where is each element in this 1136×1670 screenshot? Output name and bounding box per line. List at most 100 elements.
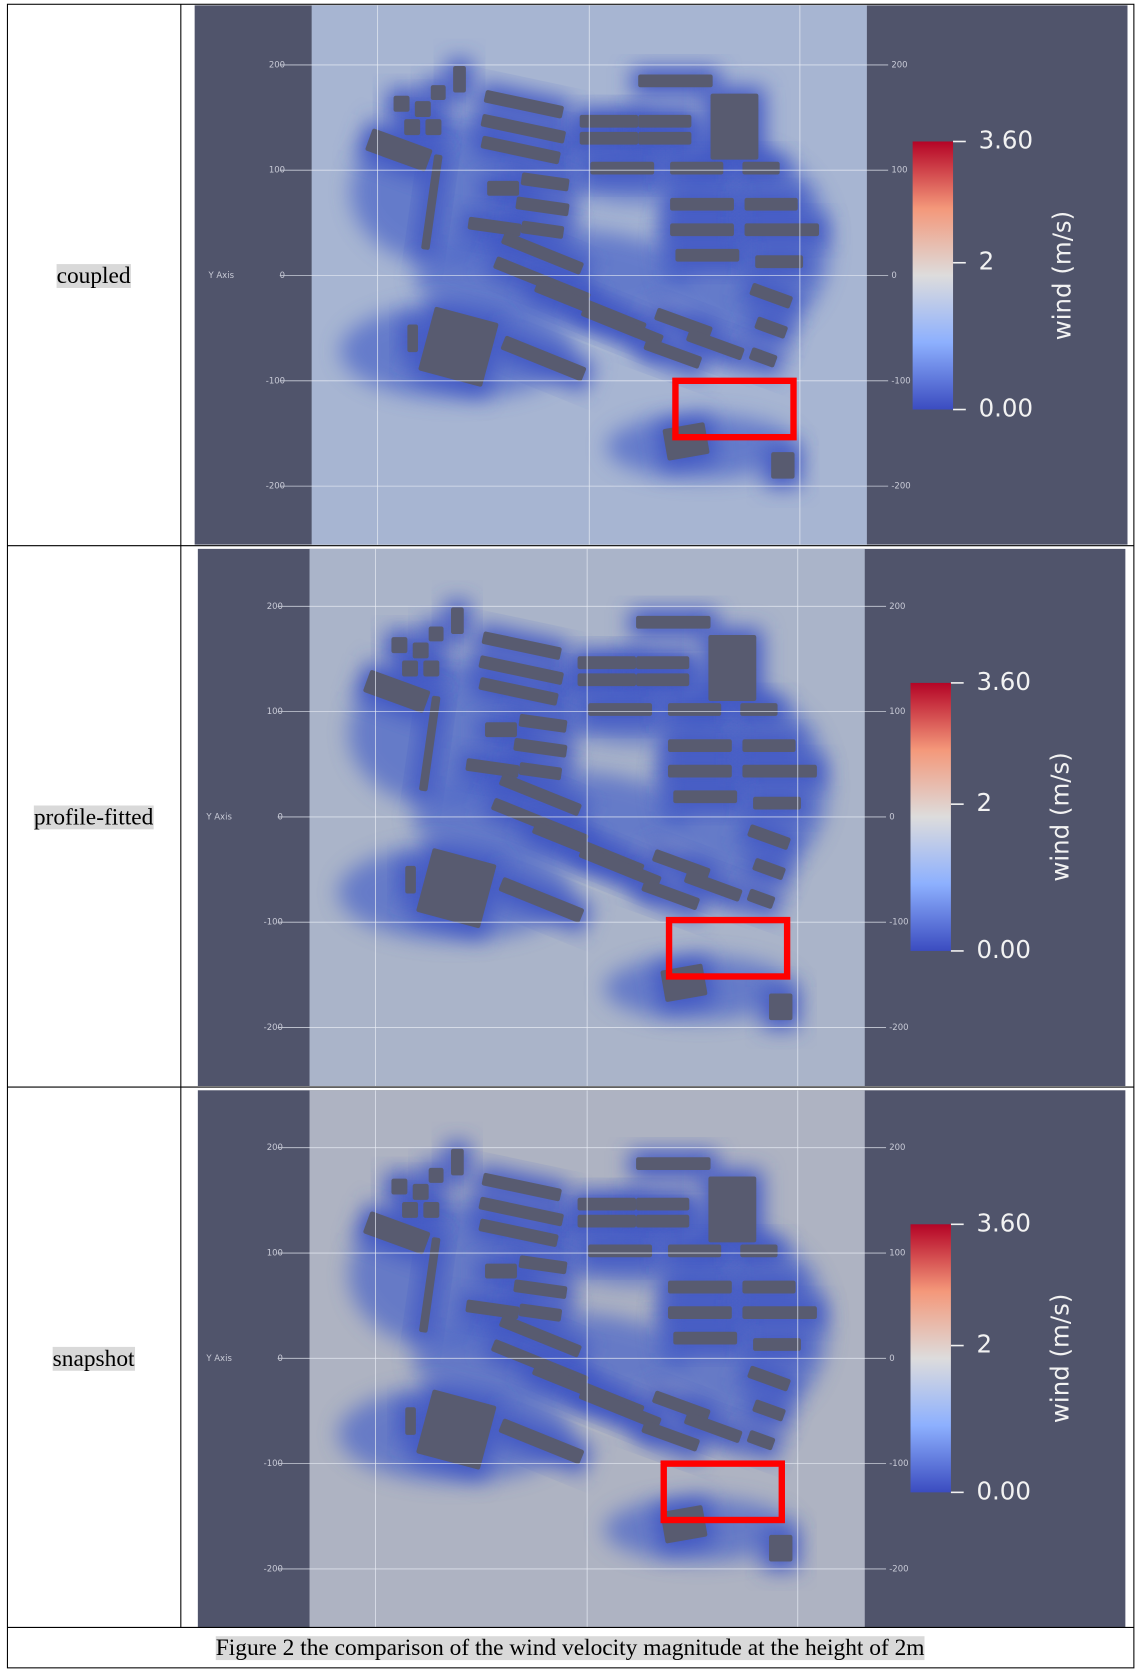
y-tick-label: 0 (891, 271, 896, 281)
building (670, 198, 734, 211)
axis-label: Y Axis (205, 1354, 232, 1364)
y-tick-label: 200 (267, 1143, 283, 1153)
y-tick-label: 0 (278, 1354, 283, 1364)
row-label: snapshot (53, 1346, 135, 1372)
y-tick-label: 100 (889, 707, 905, 717)
building (742, 1306, 816, 1319)
building (578, 673, 637, 686)
y-tick-label: 200 (891, 60, 907, 70)
building (402, 661, 418, 677)
building (636, 616, 710, 629)
building (590, 162, 654, 175)
building (425, 119, 441, 135)
row-label: profile-fitted (34, 804, 154, 830)
colorbar-label: 3.60 (976, 1208, 1030, 1237)
building (405, 866, 416, 894)
building (423, 661, 439, 677)
colorbar-label: 0.00 (976, 935, 1030, 964)
building (429, 627, 444, 642)
building (673, 1332, 737, 1345)
axis-label: Y Axis (207, 271, 234, 281)
building (638, 74, 712, 87)
building (670, 162, 723, 175)
building (451, 1149, 464, 1176)
y-tick-label: -200 (264, 1564, 283, 1574)
building (668, 1281, 732, 1294)
y-tick-label: -100 (266, 376, 285, 386)
building (588, 703, 652, 716)
y-tick-label: 200 (889, 1143, 905, 1153)
colorbar-label: 0.00 (979, 394, 1033, 423)
building (580, 132, 639, 145)
building (711, 94, 759, 160)
building (740, 703, 777, 716)
building (394, 96, 410, 112)
building (402, 1202, 418, 1218)
building (668, 1306, 732, 1319)
colorbar-label: 3.60 (976, 667, 1030, 696)
building (485, 1264, 517, 1279)
building (588, 1245, 652, 1258)
building (708, 1176, 756, 1242)
colorbar-label: 2 (979, 247, 995, 276)
building (413, 642, 429, 658)
panels: 2001000-100-2002001000-100-200Y Axis3.60… (195, 5, 1128, 1627)
building (742, 739, 795, 752)
y-tick-label: -200 (891, 482, 910, 492)
building (670, 223, 734, 236)
building (742, 162, 779, 175)
colorbar-title: wind (m/s) (1046, 752, 1075, 881)
building (745, 223, 819, 236)
axis-label: Y Axis (205, 812, 232, 822)
building (636, 1157, 710, 1170)
building (753, 1338, 801, 1351)
building (413, 1184, 429, 1200)
building (769, 993, 792, 1020)
y-tick-label: -200 (264, 1023, 283, 1033)
building (415, 101, 431, 117)
y-tick-label: 0 (280, 271, 285, 281)
building (429, 1168, 444, 1183)
building (578, 1198, 637, 1211)
colorbar (913, 141, 953, 409)
colorbar (911, 683, 951, 951)
building (742, 765, 816, 778)
building (675, 249, 739, 262)
building (668, 703, 721, 716)
colorbar-label: 3.60 (979, 125, 1033, 154)
building (453, 66, 466, 93)
building (668, 739, 732, 752)
building (391, 1179, 407, 1195)
building (673, 790, 737, 803)
building (771, 452, 794, 479)
building (636, 673, 689, 686)
y-tick-label: 0 (889, 812, 894, 822)
building (753, 797, 801, 810)
colorbar-title: wind (m/s) (1046, 1294, 1075, 1423)
colorbar-title: wind (m/s) (1048, 211, 1077, 340)
building (405, 1407, 416, 1435)
y-tick-label: -100 (889, 918, 908, 928)
building (485, 722, 517, 737)
building (404, 119, 420, 135)
colorbar (911, 1224, 951, 1492)
building (636, 656, 689, 669)
building (638, 132, 691, 145)
building (668, 1245, 721, 1258)
building (487, 181, 519, 196)
building (769, 1535, 792, 1562)
building (451, 607, 464, 634)
colorbar-label: 0.00 (976, 1476, 1030, 1505)
y-tick-label: 200 (889, 602, 905, 612)
y-tick-label: -200 (889, 1564, 908, 1574)
y-tick-label: -200 (266, 482, 285, 492)
building (636, 1215, 689, 1228)
y-tick-label: 100 (891, 166, 907, 176)
building (742, 1281, 795, 1294)
y-tick-label: 0 (278, 812, 283, 822)
building (407, 324, 418, 352)
page: 2001000-100-2002001000-100-200Y Axis3.60… (0, 0, 1136, 1670)
y-tick-label: 200 (269, 60, 285, 70)
building (431, 85, 446, 100)
building (708, 635, 756, 701)
